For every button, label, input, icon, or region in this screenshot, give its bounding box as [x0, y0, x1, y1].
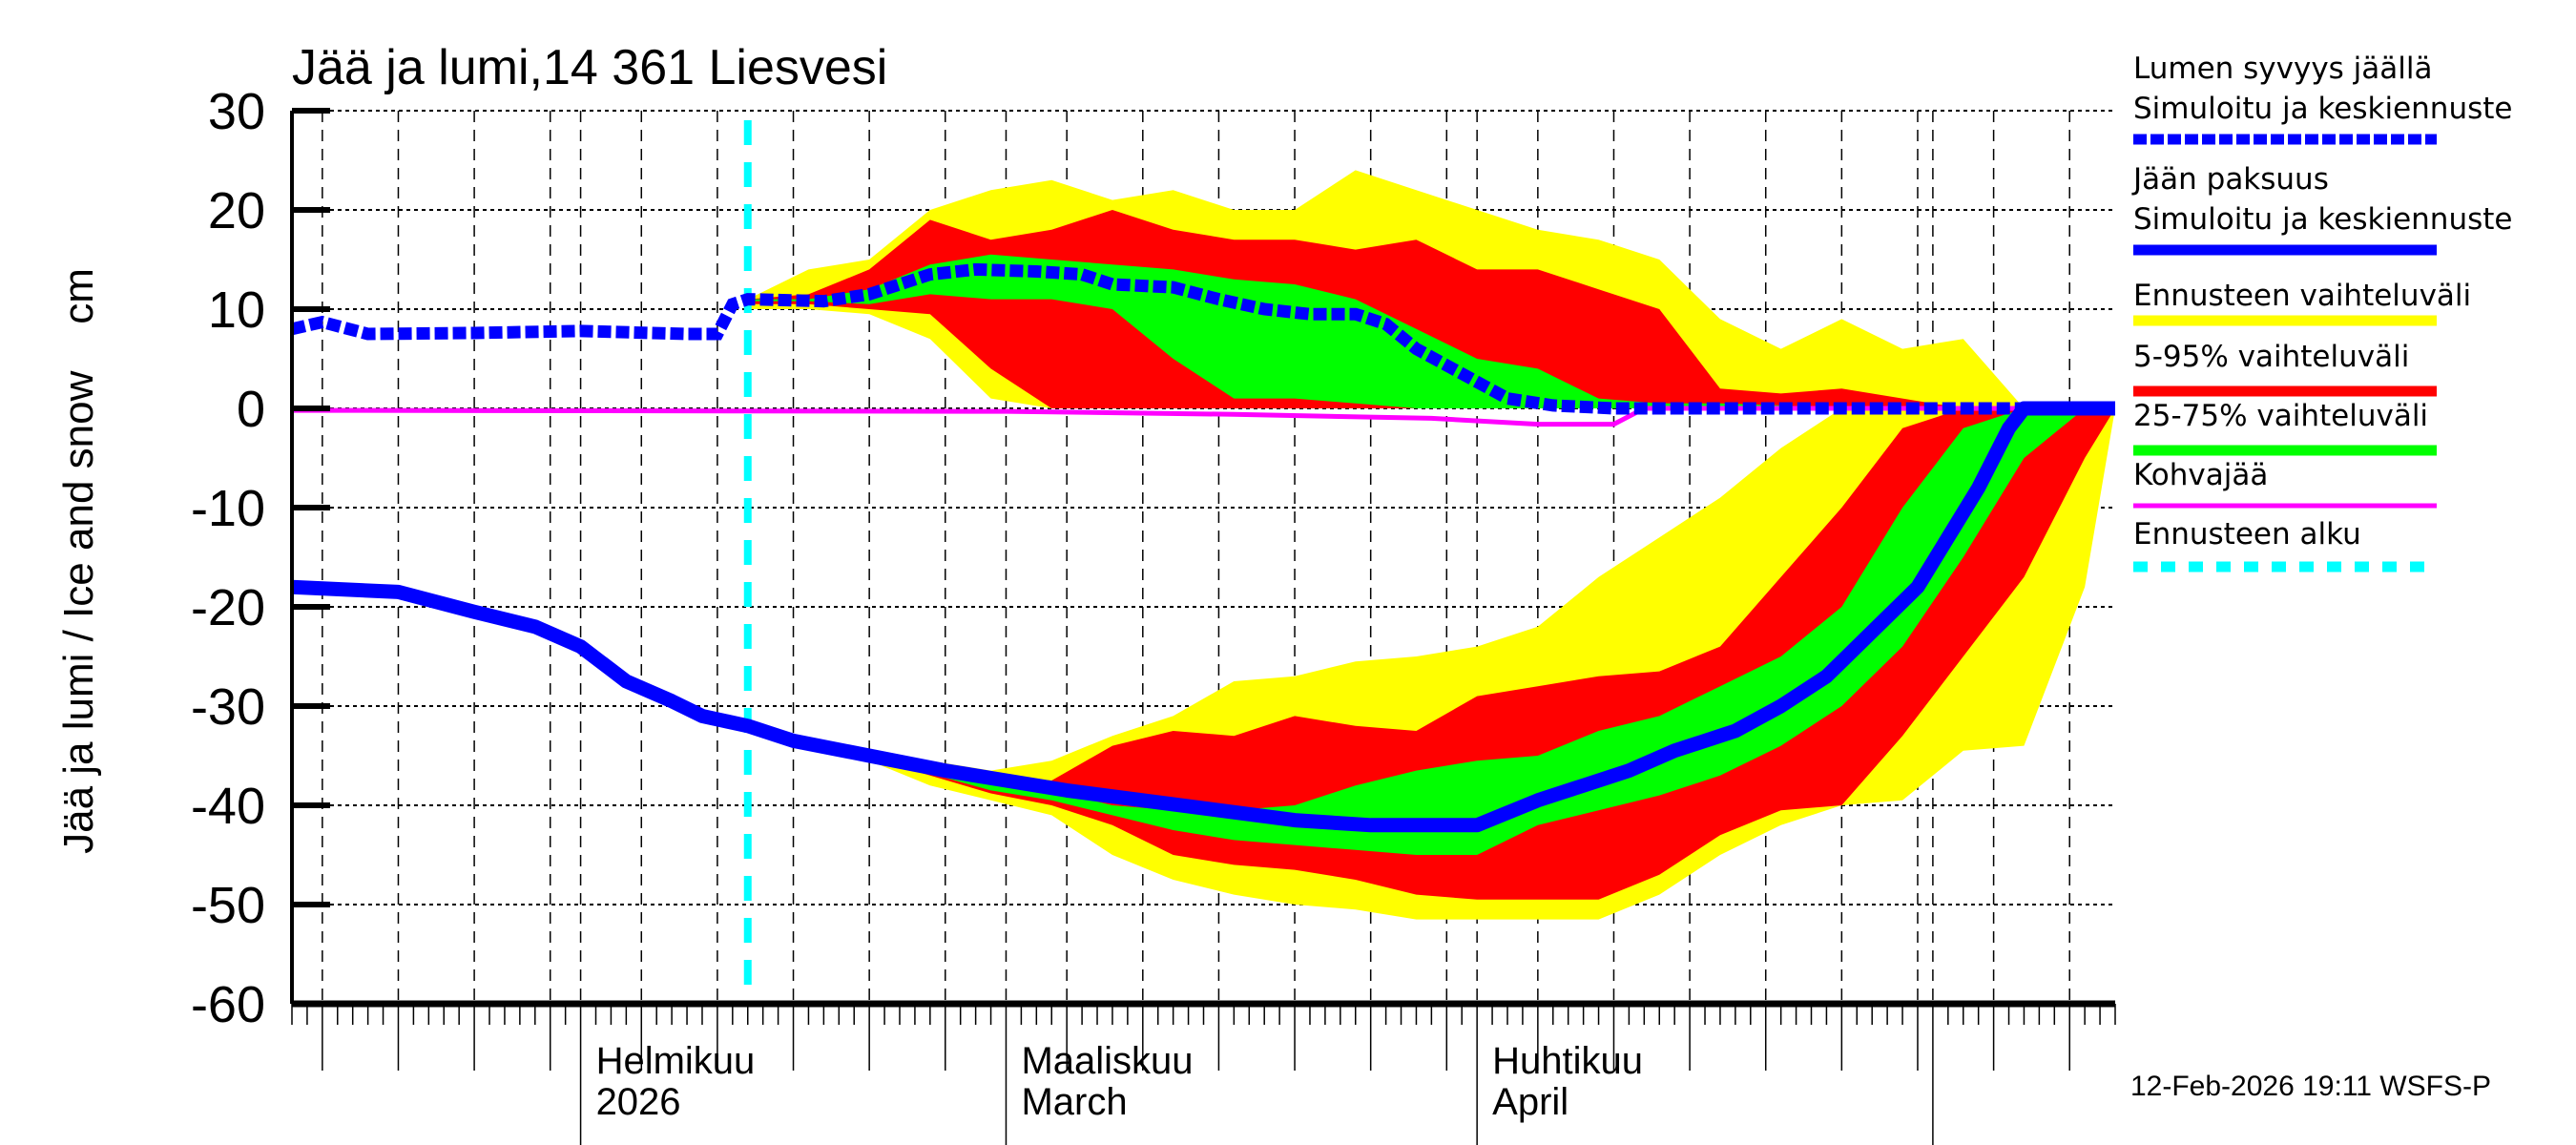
- ice-range-5-95-band: [747, 408, 2115, 900]
- timestamp: 12-Feb-2026 19:11 WSFS-P: [2130, 1071, 2491, 1102]
- y-tick-labels: 30 20 10 0 -10 -20 -30 -40 -50 -60: [191, 83, 265, 1033]
- series-lines: [290, 120, 2115, 1004]
- legend-item: Kohvajää: [2133, 458, 2437, 509]
- x-month-sublabel: March: [1021, 1081, 1127, 1123]
- y-tick-label: 10: [208, 281, 265, 339]
- y-tick-label: -20: [191, 579, 265, 636]
- y-tick-label: 0: [237, 381, 265, 438]
- legend-label: Lumen syvyys jäällä: [2133, 52, 2433, 86]
- x-month-label: Maaliskuu: [1021, 1040, 1193, 1082]
- chart-title: Jää ja lumi,14 361 Liesvesi: [292, 40, 887, 95]
- legend-sublabel: Simuloitu ja keskiennuste: [2133, 202, 2512, 237]
- x-month-label: Huhtikuu: [1492, 1040, 1643, 1082]
- legend-label: Ennusteen vaihteluväli: [2133, 279, 2471, 313]
- snow-depth-line: [290, 262, 2115, 415]
- legend-item: Ennusteen vaihteluväli: [2133, 279, 2471, 326]
- axes: [290, 108, 2116, 1145]
- y-tick-label: -50: [191, 877, 265, 934]
- legend-item: Ennusteen alku: [2133, 517, 2437, 572]
- x-month-sublabel: April: [1492, 1081, 1568, 1123]
- y-tick-label: -10: [191, 480, 265, 537]
- legend-label: Kohvajää: [2133, 458, 2268, 492]
- legend-label: 25-75% vaihteluväli: [2133, 399, 2428, 433]
- snow-range-5-95-band: [747, 210, 2115, 408]
- legend-item: Jään paksuus Simuloitu ja keskiennuste: [2131, 162, 2512, 256]
- y-tick-label: 20: [208, 182, 265, 239]
- y-tick-label: -40: [191, 778, 265, 835]
- ice-thickness-line: [291, 401, 2115, 833]
- snow-range-25-75-band: [747, 254, 2115, 408]
- legend-label: Jään paksuus: [2131, 162, 2329, 197]
- legend-sublabel: Simuloitu ja keskiennuste: [2133, 92, 2512, 126]
- legend-label: Ennusteen alku: [2133, 517, 2361, 552]
- y-axis-label: Jää ja lumi / Ice and snow cm: [55, 268, 102, 854]
- forecast-bands: [747, 170, 2115, 920]
- legend-item: Lumen syvyys jäällä Simuloitu ja keskienn…: [2133, 52, 2512, 145]
- y-tick-label: -30: [191, 678, 265, 736]
- y-tick-label: 30: [208, 83, 265, 140]
- x-month-sublabel: 2026: [596, 1081, 681, 1123]
- legend-item: 5-95% vaihteluväli: [2133, 340, 2437, 397]
- x-month-label: Helmikuu: [596, 1040, 756, 1082]
- legend-label: 5-95% vaihteluväli: [2133, 340, 2409, 374]
- legend-item: 25-75% vaihteluväli: [2133, 399, 2437, 456]
- legend: Lumen syvyys jäällä Simuloitu ja keskienn…: [2131, 52, 2512, 572]
- y-tick-label: -60: [191, 976, 265, 1033]
- ice-range-25-75-band: [747, 408, 2115, 855]
